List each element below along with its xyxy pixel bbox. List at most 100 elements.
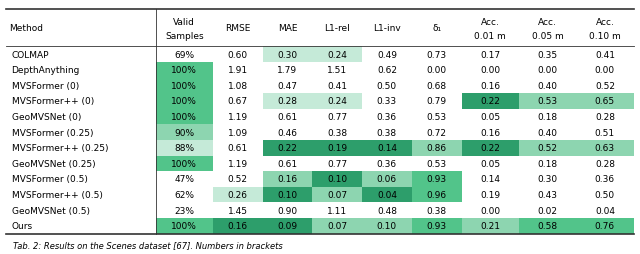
Bar [312, 94, 362, 109]
Text: 0.76: 0.76 [595, 221, 615, 230]
Text: 0.52: 0.52 [538, 144, 557, 153]
Bar [461, 218, 519, 234]
Text: 0.22: 0.22 [278, 144, 298, 153]
Text: 0.53: 0.53 [427, 113, 447, 121]
Bar [362, 140, 412, 156]
Bar [519, 10, 576, 47]
Bar [262, 94, 312, 109]
Bar [519, 125, 576, 140]
Bar [412, 109, 461, 125]
Bar [461, 203, 519, 218]
Bar [461, 171, 519, 187]
Text: 0.00: 0.00 [595, 66, 615, 75]
Text: 0.38: 0.38 [427, 206, 447, 215]
Bar [576, 203, 634, 218]
Bar [412, 218, 461, 234]
Text: Tab. 2: Results on the Scenes dataset [67]. Numbers in brackets: Tab. 2: Results on the Scenes dataset [6… [13, 241, 282, 250]
Text: 0.35: 0.35 [538, 50, 557, 59]
Text: MVSFormer (0.25): MVSFormer (0.25) [12, 128, 93, 137]
Bar [461, 94, 519, 109]
Bar [312, 62, 362, 78]
Text: δ₁: δ₁ [432, 24, 441, 33]
Text: 0.77: 0.77 [327, 113, 348, 121]
Text: 0.21: 0.21 [480, 221, 500, 230]
Bar [312, 140, 362, 156]
Text: 23%: 23% [174, 206, 194, 215]
Text: 0.43: 0.43 [538, 190, 557, 199]
Bar [156, 156, 213, 171]
Bar [412, 10, 461, 47]
Bar [156, 62, 213, 78]
Bar [519, 171, 576, 187]
Bar [6, 140, 156, 156]
Bar [312, 203, 362, 218]
Bar [262, 203, 312, 218]
Bar [213, 203, 262, 218]
Bar [156, 171, 213, 187]
Bar [6, 62, 156, 78]
Bar [156, 203, 213, 218]
Bar [213, 10, 262, 47]
Bar [213, 140, 262, 156]
Text: 0.16: 0.16 [480, 128, 500, 137]
Bar [156, 218, 213, 234]
Text: 0.50: 0.50 [595, 190, 615, 199]
Bar [576, 187, 634, 203]
Text: 0.68: 0.68 [427, 82, 447, 90]
Text: 0.10: 0.10 [277, 190, 298, 199]
Bar [156, 10, 213, 47]
Text: Ours: Ours [12, 221, 33, 230]
Bar [262, 10, 312, 47]
Bar [362, 62, 412, 78]
Text: 0.00: 0.00 [538, 66, 557, 75]
Bar [156, 47, 213, 62]
Text: 0.36: 0.36 [377, 113, 397, 121]
Text: 0.19: 0.19 [480, 190, 500, 199]
Text: 0.22: 0.22 [480, 144, 500, 153]
Bar [6, 125, 156, 140]
Bar [156, 125, 213, 140]
Text: 1.19: 1.19 [228, 113, 248, 121]
Bar [576, 171, 634, 187]
Text: 100%: 100% [172, 82, 197, 90]
Text: 0.33: 0.33 [377, 97, 397, 106]
Bar [461, 47, 519, 62]
Bar [312, 156, 362, 171]
Bar [362, 10, 412, 47]
Bar [412, 62, 461, 78]
Text: 0.60: 0.60 [228, 50, 248, 59]
Bar [576, 218, 634, 234]
Text: 0.72: 0.72 [427, 128, 447, 137]
Text: 0.16: 0.16 [228, 221, 248, 230]
Text: COLMAP: COLMAP [12, 50, 49, 59]
Bar [461, 140, 519, 156]
Text: MVSFormer++ (0.25): MVSFormer++ (0.25) [12, 144, 108, 153]
Text: 1.51: 1.51 [327, 66, 348, 75]
Bar [312, 78, 362, 94]
Bar [461, 109, 519, 125]
Bar [412, 171, 461, 187]
Bar [576, 109, 634, 125]
Text: 47%: 47% [174, 175, 194, 184]
Bar [312, 109, 362, 125]
Bar [412, 125, 461, 140]
Text: 0.90: 0.90 [277, 206, 298, 215]
Bar [461, 62, 519, 78]
Bar [362, 171, 412, 187]
Bar [262, 187, 312, 203]
Bar [362, 218, 412, 234]
Text: 0.65: 0.65 [595, 97, 615, 106]
Text: 100%: 100% [172, 113, 197, 121]
Text: 0.10 m: 0.10 m [589, 32, 621, 41]
Text: 0.24: 0.24 [327, 97, 347, 106]
Bar [156, 94, 213, 109]
Text: 0.28: 0.28 [278, 97, 298, 106]
Text: 0.61: 0.61 [277, 159, 298, 168]
Text: 0.48: 0.48 [377, 206, 397, 215]
Text: 0.38: 0.38 [377, 128, 397, 137]
Text: 1.45: 1.45 [228, 206, 248, 215]
Bar [362, 203, 412, 218]
Bar [412, 187, 461, 203]
Text: 0.86: 0.86 [427, 144, 447, 153]
Text: 1.19: 1.19 [228, 159, 248, 168]
